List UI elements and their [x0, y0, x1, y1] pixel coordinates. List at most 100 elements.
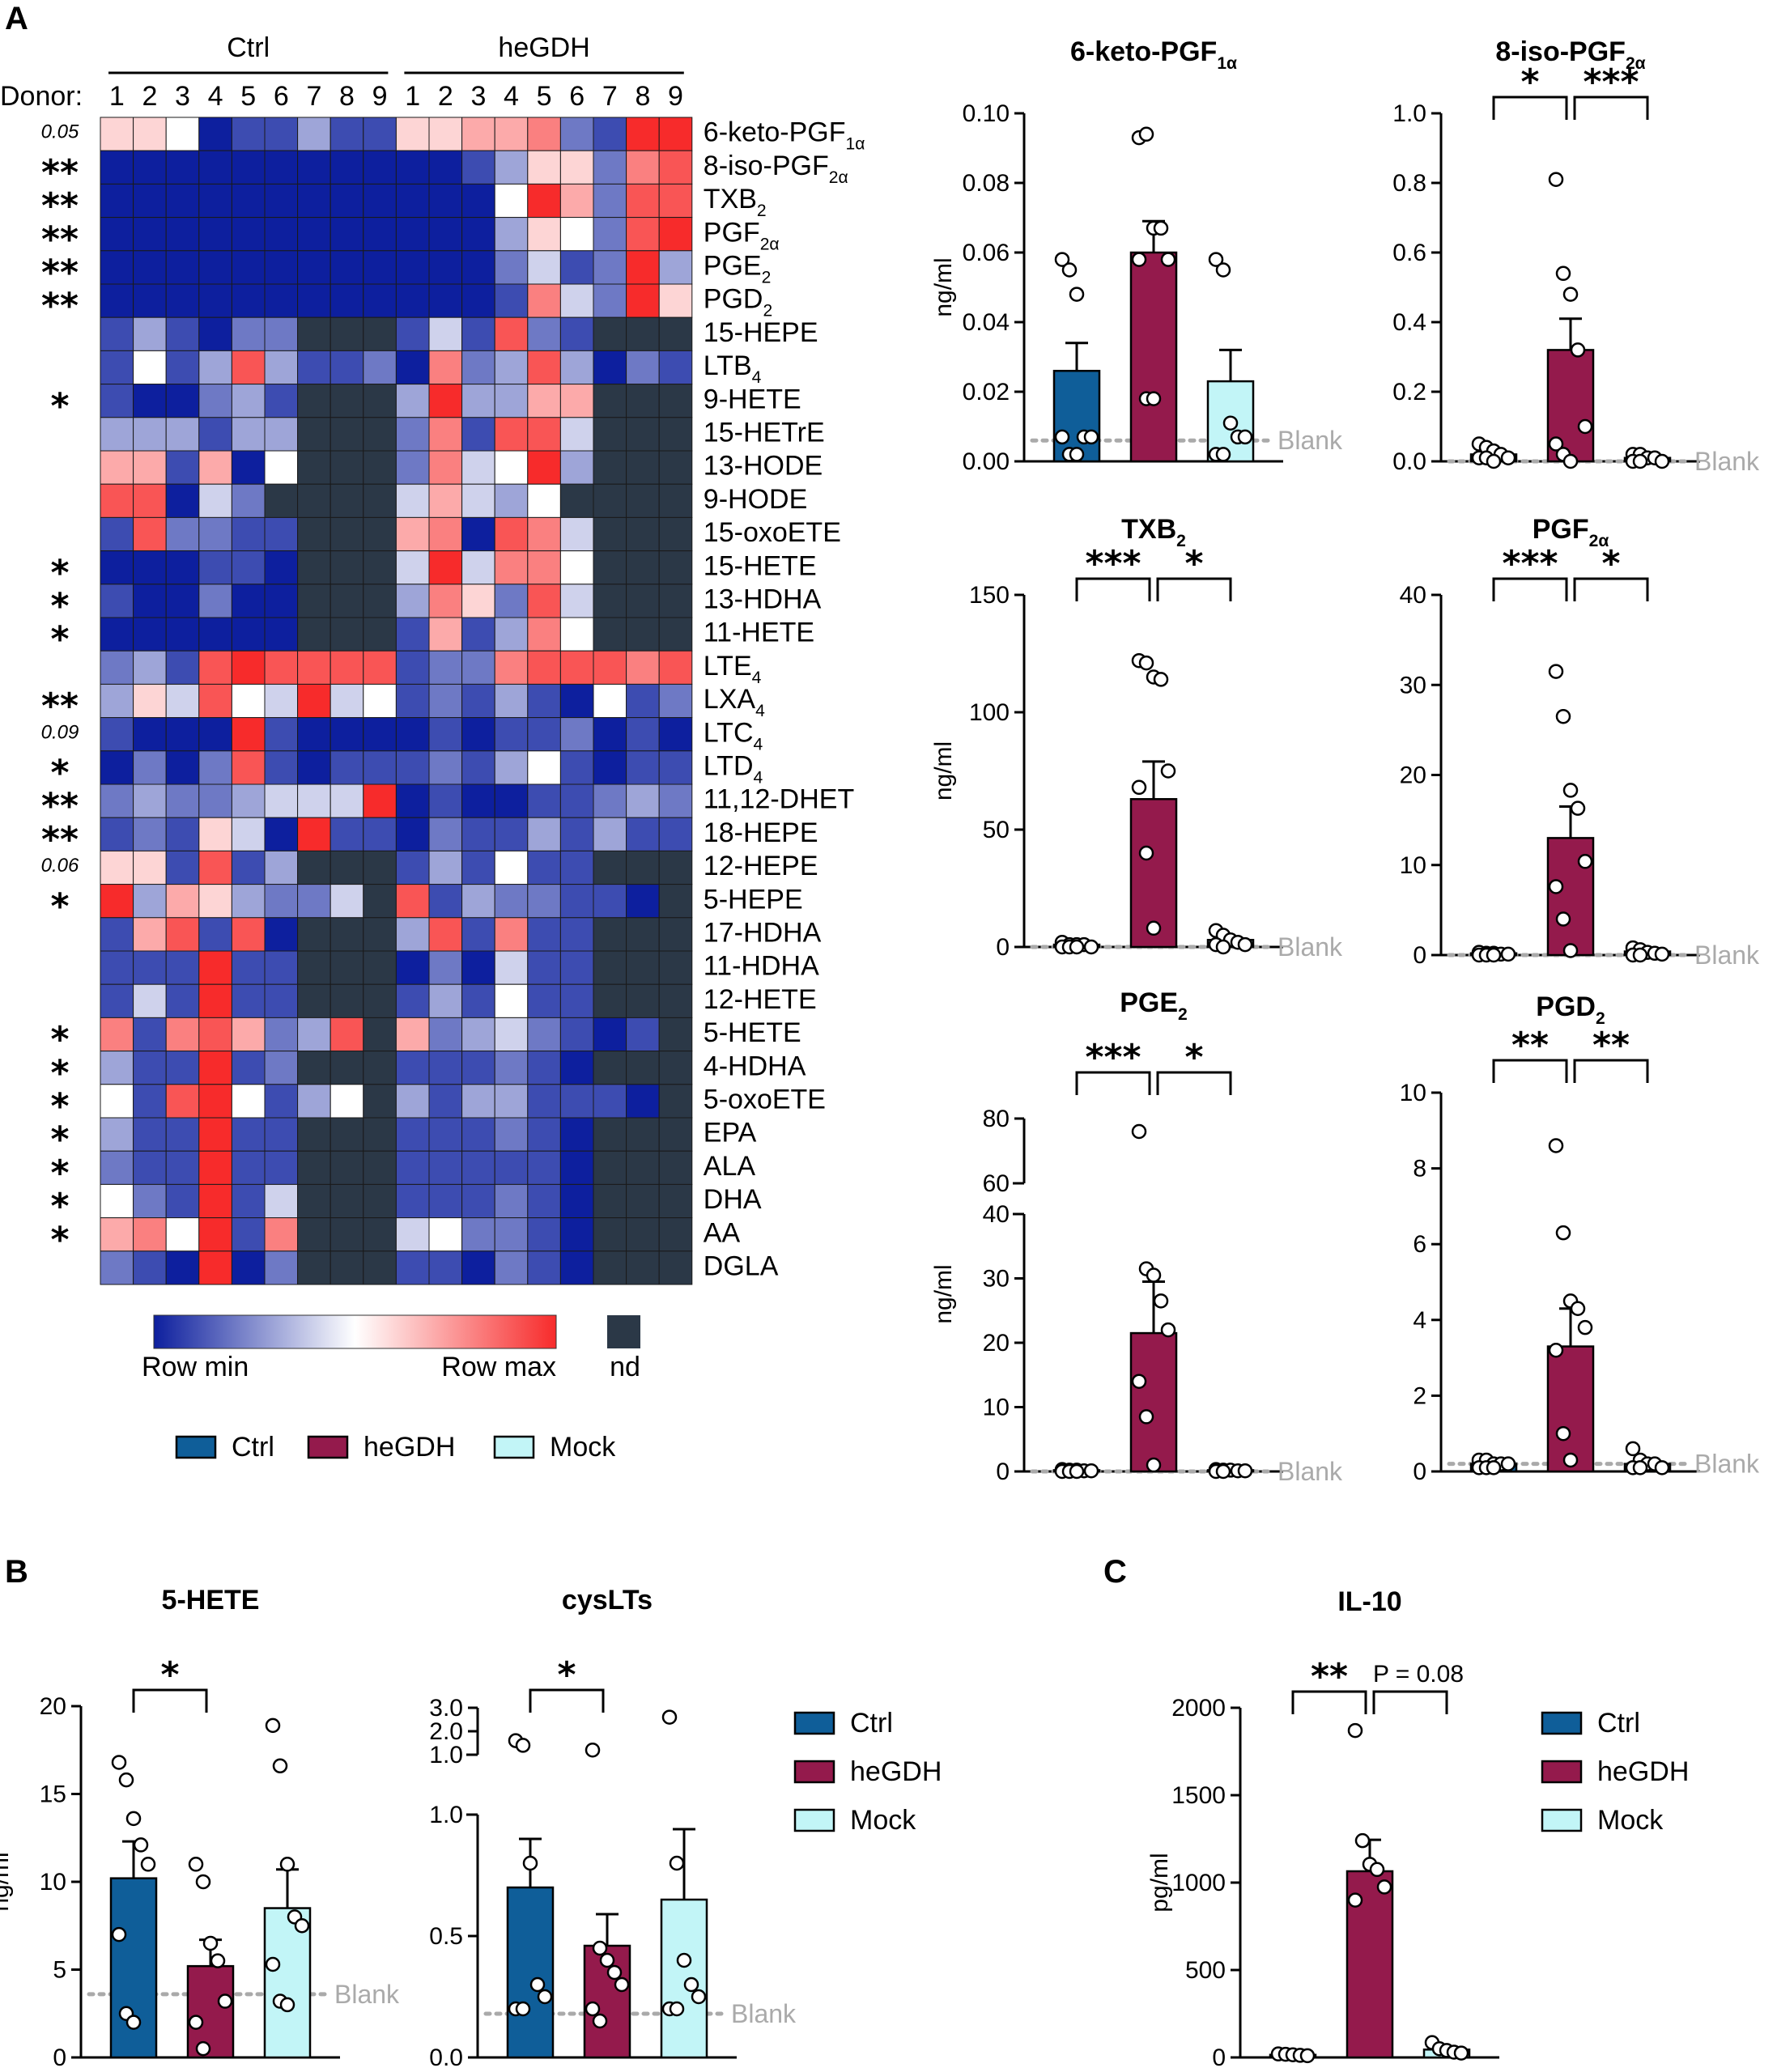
blank-label: Blank	[1277, 932, 1343, 962]
data-point	[676, 1952, 692, 1968]
heatmap-cell	[658, 483, 693, 518]
heatmap-cell	[626, 983, 660, 1018]
heatmap-cell	[527, 1250, 561, 1285]
significance-label: ***	[1085, 543, 1141, 584]
heatmap-cell	[198, 683, 232, 719]
heatmap-cell	[198, 550, 232, 585]
heatmap-cell	[297, 1117, 331, 1152]
heatmap-cell	[297, 1017, 331, 1052]
row-significance: **	[41, 219, 79, 260]
heatmap-cell	[297, 850, 331, 885]
legend-label-mock: Mock	[850, 1805, 916, 1836]
y-tick-label: 20	[983, 1330, 1010, 1357]
row-label: 15-HETE	[704, 550, 817, 581]
heatmap-cell	[297, 650, 331, 685]
heatmap-cell	[264, 450, 299, 485]
bar-mock	[263, 1907, 312, 2059]
data-point	[1237, 429, 1253, 445]
heatmap-cell	[494, 250, 529, 285]
row-label-main: EPA	[704, 1118, 757, 1149]
heatmap-cell	[165, 817, 200, 851]
heatmap-cell	[559, 516, 594, 552]
heatmap-cell	[395, 350, 430, 385]
chart-title: TXB2	[1121, 514, 1186, 550]
heatmap-cell	[363, 1250, 397, 1285]
data-point	[661, 1709, 678, 1725]
heatmap-cell	[329, 750, 364, 785]
heatmap-cell	[165, 516, 200, 552]
heatmap-cell	[461, 783, 495, 818]
heatmap-cell	[198, 1183, 232, 1219]
heatmap-cell	[626, 384, 660, 418]
row-label-main: 15-HEPE	[704, 317, 818, 348]
heatmap-cell	[494, 1250, 529, 1285]
row-label-sub: 4	[754, 735, 763, 754]
data-point	[1548, 1138, 1564, 1153]
heatmap-cell	[527, 1017, 561, 1052]
heatmap-cell	[395, 850, 430, 885]
data-point	[1486, 1460, 1502, 1475]
heatmap-cell	[264, 584, 299, 618]
heatmap-cell	[626, 584, 660, 618]
heatmap-cell	[494, 950, 529, 985]
heatmap-cell	[494, 217, 529, 252]
significance-bracket	[1372, 1690, 1448, 1714]
row-label: 12-HEPE	[704, 851, 818, 881]
heatmap-cell	[363, 1051, 397, 1085]
legend-swatch-hegdh	[793, 1760, 835, 1784]
heatmap-cell	[198, 183, 232, 219]
heatmap-cell	[559, 950, 594, 985]
heatmap-cell	[133, 783, 167, 818]
data-point	[272, 1758, 288, 1774]
donor-number: 9	[668, 81, 683, 112]
significance-bracket	[529, 1688, 605, 1713]
heatmap-cell	[198, 1084, 232, 1119]
heatmap-cell	[658, 850, 693, 885]
heatmap-cell	[100, 917, 134, 952]
heatmap-cell	[363, 584, 397, 618]
heatmap-cell	[428, 1150, 463, 1185]
heatmap-cell	[395, 884, 430, 919]
heatmap-cell	[461, 550, 495, 585]
data-point	[1069, 287, 1085, 302]
heatmap-cell	[461, 283, 495, 318]
data-point	[585, 1742, 601, 1758]
row-label-main: 12-HETE	[704, 984, 817, 1015]
heatmap-cell	[559, 817, 594, 851]
heatmap-cell	[658, 1150, 693, 1185]
heatmap-cell	[100, 350, 134, 385]
y-tick-label: 0.04	[963, 309, 1010, 336]
heatmap-cell	[231, 1051, 266, 1085]
heatmap-cell	[559, 117, 594, 151]
heatmap-cell	[395, 550, 430, 585]
data-point	[1548, 1342, 1564, 1358]
heatmap-cell	[231, 384, 266, 418]
heatmap-cell	[494, 1017, 529, 1052]
row-label: 5-HETE	[704, 1017, 801, 1048]
heatmap-cell	[264, 850, 299, 885]
data-point	[1548, 172, 1564, 187]
row-significance: *	[50, 619, 69, 660]
data-point	[188, 1857, 204, 1872]
heatmap-cell	[395, 1051, 430, 1085]
heatmap-cell	[461, 384, 495, 418]
row-label: TXB2	[704, 184, 767, 220]
row-significance: **	[41, 152, 79, 193]
heatmap-cell	[133, 584, 167, 618]
chart-title: 6-keto-PGF1α	[1070, 36, 1237, 73]
row-label-sub: 2	[757, 202, 767, 220]
data-point	[1354, 1832, 1371, 1849]
data-point	[1500, 946, 1516, 962]
heatmap-cell	[198, 516, 232, 552]
heatmap-cell	[494, 1051, 529, 1085]
heatmap-cell	[428, 150, 463, 185]
heatmap-cell	[626, 817, 660, 851]
heatmap-cell	[363, 983, 397, 1018]
y-axis-label: ng/ml	[930, 257, 957, 316]
data-point	[1069, 1463, 1085, 1480]
heatmap-cell	[264, 1084, 299, 1119]
heatmap-cell	[165, 350, 200, 385]
heatmap-cell	[198, 384, 232, 418]
heatmap-cell	[100, 817, 134, 851]
heatmap-cell	[264, 1250, 299, 1285]
